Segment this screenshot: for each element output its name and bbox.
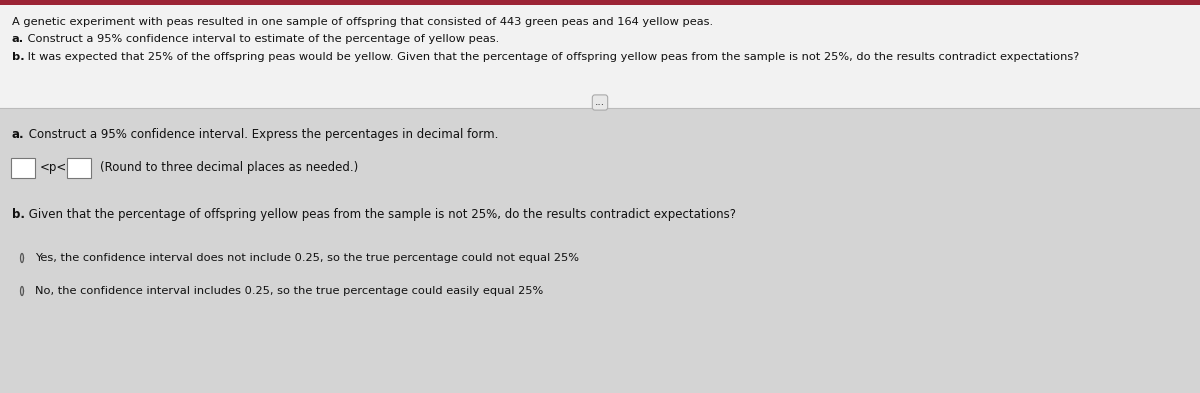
Text: No, the confidence interval includes 0.25, so the true percentage could easily e: No, the confidence interval includes 0.2… xyxy=(36,286,544,296)
Text: Construct a 95% confidence interval to estimate of the percentage of yellow peas: Construct a 95% confidence interval to e… xyxy=(24,35,499,44)
Text: Given that the percentage of offspring yellow peas from the sample is not 25%, d: Given that the percentage of offspring y… xyxy=(25,208,736,221)
FancyBboxPatch shape xyxy=(0,0,1200,5)
Text: <p<: <p< xyxy=(40,162,67,174)
Text: Construct a 95% confidence interval. Express the percentages in decimal form.: Construct a 95% confidence interval. Exp… xyxy=(25,128,498,141)
FancyBboxPatch shape xyxy=(11,158,35,178)
Text: a.: a. xyxy=(12,128,25,141)
Text: A genetic experiment with peas resulted in one sample of offspring that consiste: A genetic experiment with peas resulted … xyxy=(12,17,713,27)
Text: (Round to three decimal places as needed.): (Round to three decimal places as needed… xyxy=(100,162,359,174)
Text: b.: b. xyxy=(12,208,25,221)
Text: ...: ... xyxy=(595,97,605,108)
Text: Yes, the confidence interval does not include 0.25, so the true percentage could: Yes, the confidence interval does not in… xyxy=(36,253,580,263)
Text: b.: b. xyxy=(12,52,25,62)
FancyBboxPatch shape xyxy=(67,158,91,178)
FancyBboxPatch shape xyxy=(0,108,1200,393)
FancyBboxPatch shape xyxy=(0,5,1200,108)
Text: a.: a. xyxy=(12,35,24,44)
Text: It was expected that 25% of the offspring peas would be yellow. Given that the p: It was expected that 25% of the offsprin… xyxy=(24,52,1080,62)
